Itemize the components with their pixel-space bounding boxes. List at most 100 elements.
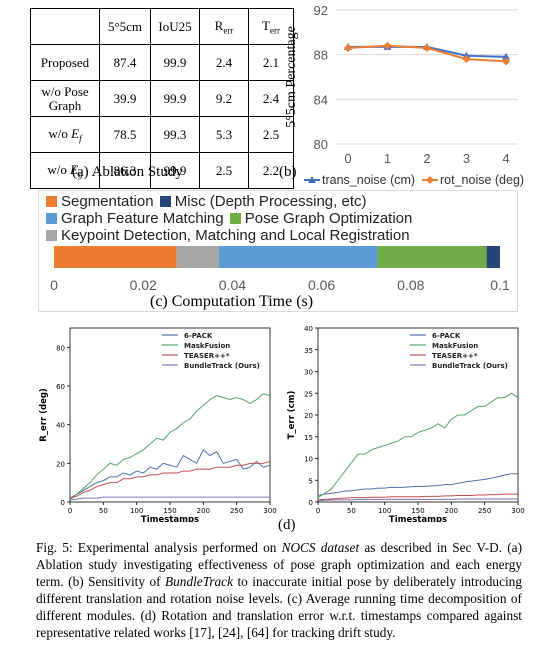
x-tick-label: 250 [230,507,243,515]
x-tick-label: 1 [384,151,391,166]
table-cell: 99.9 [150,152,200,189]
y-tick-label: 0 [309,499,313,507]
bar-segment [377,246,487,268]
figure-caption: Fig. 5: Experimental analysis performed … [36,539,522,641]
y-tick-label: 40 [304,325,313,333]
legend-swatch-pose-graph [229,213,241,224]
y-tick-label: 35 [304,347,313,355]
table-cell: 2.1 [248,44,294,81]
noise-sensitivity-chart: 80 84 88 92 0 1 2 3 4 5°5cm Percentage trans_noise… [284,4,524,187]
panel-b-label: (b) [279,164,297,180]
computation-time-bar: 0 0.02 0.04 0.06 0.08 0.1 [50,246,510,292]
legend-swatch-misc [159,196,171,207]
x-tick-label: 0 [316,507,320,515]
y-tick-label: 20 [56,460,65,468]
legend-label-pose-graph: Pose Graph Optimization [244,210,413,227]
x-tick-label: 3 [463,151,470,166]
legend-row-2: Graph Feature Matching Pose Graph Optimi… [46,210,412,227]
table-cell: 99.3 [150,116,200,153]
x-tick-label: 100 [378,507,391,515]
x-tick-label: 50 [347,507,356,515]
x-tick-label: 2 [423,151,430,166]
legend-label: trans_noise (cm) [322,173,415,187]
ablation-caption: (a) Ablation Study [72,164,183,180]
legend-marker [308,176,316,183]
series-line [69,393,271,501]
series-line [317,392,519,499]
x-tick-label: 200 [197,507,210,515]
legend-label-misc: Misc (Depth Processing, etc) [174,193,367,210]
table-cell: 9.2 [199,80,249,117]
table-header: Terr [248,8,294,45]
legend-label: rot_noise (deg) [440,173,524,187]
x-tick-label: 100 [130,507,143,515]
caption-italic: NOCS dataset [281,540,360,555]
legend-label: TEASER++* [184,352,230,360]
legend-swatch-segmentation [46,196,57,207]
legend-row-3: Keypoint Detection, Matching and Local R… [46,227,410,244]
x-tick-label: 0.1 [490,277,510,292]
legend-label-keypoint: Keypoint Detection, Matching and Local R… [61,227,410,244]
table-row: w/o Ef 78.5 99.3 5.3 2.5 [30,116,294,153]
x-tick-label: 300 [511,507,524,515]
legend-row-1: Segmentation Misc (Depth Processing, etc… [46,193,366,210]
series-line [317,493,518,501]
legend-label-segmentation: Segmentation [61,193,154,210]
data-point [383,41,392,50]
y-tick-label: 25 [304,390,313,398]
caption-text: as described in Sec V-D. (a) Ablation st… [36,540,522,589]
panel-d-label: (d) [278,517,296,533]
y-tick-label: 0 [61,499,65,507]
computation-time-panel [38,190,518,312]
table-cell: 2.4 [199,44,249,81]
caption-text: to inaccurate initial pose by deliberate… [36,574,522,640]
table-header-row: 5°5cm IoU25 Rerr Terr [30,8,294,45]
data-point [344,43,352,52]
y-tick-label: 88 [314,48,328,63]
data-point [502,57,510,66]
y-tick-label: 5 [309,477,313,485]
bar-segment [176,246,220,268]
y-axis-label: T_err (cm) [287,390,297,439]
x-tick-label: 200 [445,507,458,515]
y-tick-label: 84 [314,92,328,107]
bar-segment [219,246,378,268]
row-label: w/o Eg [30,152,100,189]
table-row: w/o Eg 86.3 99.9 2.5 2.2 [30,152,294,189]
y-tick-label: 20 [304,412,313,420]
table-cell: 78.5 [99,116,151,153]
legend-label: 6-PACK [184,332,213,340]
x-tick-label: 0.02 [130,277,157,292]
legend-label: BundleTrack (Ours) [184,362,260,370]
y-tick-label: 92 [314,4,328,18]
legend-swatch-graph-feature [46,213,57,224]
legend-label: 6-PACK [432,332,461,340]
plot-frame [69,327,271,503]
table-cell: 99.9 [150,80,200,117]
x-tick-label: 0 [344,151,351,166]
y-tick-label: 80 [314,137,328,152]
y-tick-label: 60 [56,383,65,391]
legend-label: TEASER++* [432,352,478,360]
legend-label: MaskFusion [184,342,230,350]
y-axis-label: 5°5cm Percentage [284,26,299,128]
table-cell: 39.9 [99,80,151,117]
table-cell: 2.5 [199,152,249,189]
table-cell: 87.4 [99,44,151,81]
table-cell [30,8,100,45]
data-point [502,52,510,60]
x-tick-label: 50 [99,507,108,515]
x-tick-label: 150 [411,507,424,515]
bar-segment [486,246,500,268]
x-tick-label: 150 [163,507,176,515]
translation-error-chart: 0 5 10 15 20 25 30 35 40 0 50 100 150 200 250 300 Timest… [287,325,525,522]
x-tick-label: 0.04 [219,277,246,292]
data-point [423,43,431,52]
x-tick-label: 0 [50,277,58,292]
table-header: 5°5cm [99,8,151,45]
x-axis-label: Timestamps [141,515,199,522]
series-line [69,460,271,499]
legend-label-graph-feature: Graph Feature Matching [61,210,224,227]
row-label: w/o Ef [30,116,100,153]
series-line [317,473,518,496]
